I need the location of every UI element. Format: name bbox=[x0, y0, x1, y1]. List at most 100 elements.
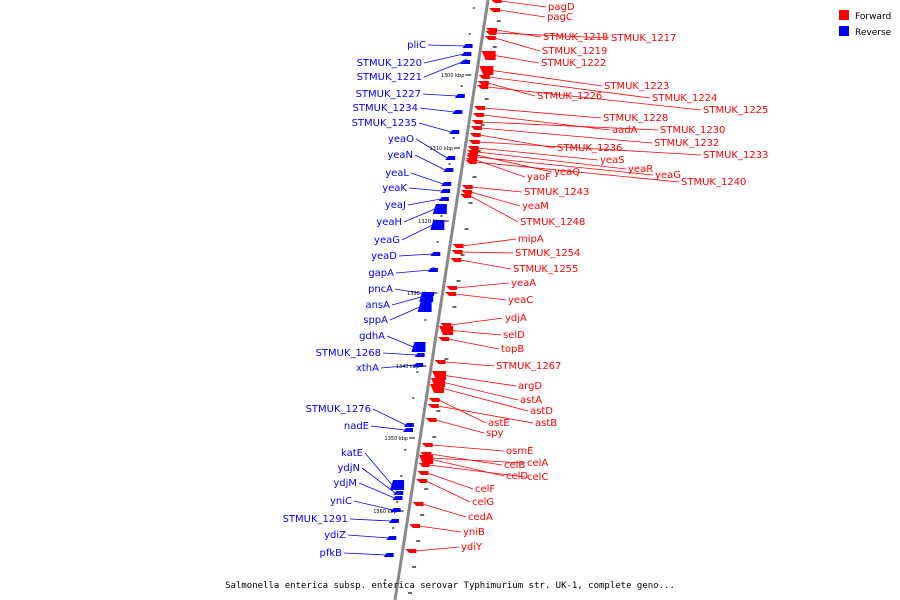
gene-label-stmuk_1222[interactable]: STMUK_1222 bbox=[541, 58, 606, 69]
gene-labels: pliC STMUK_1220 STMUK_1221 STMUK_1227 STMUK_… bbox=[283, 2, 769, 559]
reverse-gene-glyph bbox=[441, 182, 452, 186]
reverse-gene-glyph bbox=[413, 363, 424, 367]
leader-line bbox=[343, 552, 386, 556]
gene-label-ydjm[interactable]: ydjM bbox=[333, 478, 357, 489]
gene-label-stmuk_1218[interactable]: STMUK_1218 bbox=[543, 32, 608, 43]
gene-label-stmuk_1235[interactable]: STMUK_1235 bbox=[352, 118, 417, 129]
gene-label-aada[interactable]: aadA bbox=[612, 125, 638, 136]
gene-label-spy[interactable]: spy bbox=[486, 428, 504, 439]
gene-label-stmuk_1219[interactable]: STMUK_1219 bbox=[542, 46, 607, 57]
gene-label-stmuk_1230[interactable]: STMUK_1230 bbox=[660, 125, 725, 136]
gene-label-seld[interactable]: selD bbox=[503, 330, 525, 341]
gene-label-ceda[interactable]: cedA bbox=[468, 512, 493, 523]
gene-label-celg[interactable]: celG bbox=[472, 497, 494, 508]
gene-label-stmuk_1291[interactable]: STMUK_1291 bbox=[283, 514, 348, 525]
gene-label-yeac[interactable]: yeaC bbox=[508, 295, 533, 306]
gene-label-stmuk_1221[interactable]: STMUK_1221 bbox=[357, 72, 422, 83]
gene-label-pfkb[interactable]: pfkB bbox=[319, 548, 342, 559]
gene-label-astb[interactable]: astB bbox=[535, 418, 557, 429]
gene-label-stmuk_1224[interactable]: STMUK_1224 bbox=[652, 93, 717, 104]
gene-label-cela[interactable]: celA bbox=[527, 458, 548, 469]
gene-label-nade[interactable]: nadE bbox=[344, 421, 369, 432]
kbp-mark: 1320 kbp bbox=[418, 219, 442, 225]
gene-label-ynib[interactable]: yniB bbox=[463, 527, 485, 538]
gene-label-stmuk_1223[interactable]: STMUK_1223 bbox=[604, 81, 669, 92]
gene-label-gdha[interactable]: gdhA bbox=[359, 331, 385, 342]
gene-label-ynic[interactable]: yniC bbox=[330, 496, 352, 507]
gene-label-yeaq[interactable]: yeaQ bbox=[554, 167, 580, 178]
gene-label-yeak[interactable]: yeaK bbox=[382, 183, 407, 194]
gene-label-kate[interactable]: katE bbox=[341, 448, 363, 459]
gene-label-xtha[interactable]: xthA bbox=[356, 363, 379, 374]
gene-label-pnca[interactable]: pncA bbox=[368, 284, 393, 295]
gene-label-aste[interactable]: astE bbox=[488, 418, 510, 429]
gene-label-stmuk_1220[interactable]: STMUK_1220 bbox=[357, 58, 422, 69]
gene-label-celb[interactable]: celB bbox=[504, 460, 525, 471]
gene-label-celc[interactable]: celC bbox=[527, 472, 548, 483]
gene-label-stmuk_1234[interactable]: STMUK_1234 bbox=[353, 103, 418, 114]
reverse-gene-glyph bbox=[461, 52, 472, 56]
leader-line bbox=[470, 195, 519, 223]
leader-line bbox=[423, 53, 464, 64]
gene-label-stmuk_1225[interactable]: STMUK_1225 bbox=[703, 105, 768, 116]
gene-label-ansa[interactable]: ansA bbox=[365, 300, 390, 311]
gene-label-stmuk_1240[interactable]: STMUK_1240 bbox=[681, 177, 746, 188]
gene-label-yead[interactable]: yeaD bbox=[371, 251, 397, 262]
leader-line bbox=[389, 306, 420, 321]
gene-label-mipa[interactable]: mipA bbox=[518, 234, 544, 245]
kbp-mark: 1310 kbp bbox=[429, 146, 453, 152]
forward-gene-glyph bbox=[485, 31, 497, 35]
gene-label-pagd[interactable]: pagD bbox=[548, 2, 575, 13]
gene-label-yeaa[interactable]: yeaA bbox=[511, 278, 536, 289]
gene-label-celd[interactable]: celD bbox=[506, 471, 528, 482]
gene-label-stmuk_1268[interactable]: STMUK_1268 bbox=[316, 348, 381, 359]
gene-label-stmuk_1228[interactable]: STMUK_1228 bbox=[603, 113, 668, 124]
gene-label-year[interactable]: yeaR bbox=[628, 164, 653, 175]
gene-label-stmuk_1226[interactable]: STMUK_1226 bbox=[537, 91, 602, 102]
gene-label-yeag[interactable]: yeaG bbox=[374, 235, 400, 246]
leader-line bbox=[460, 259, 512, 270]
gene-label-stmuk_1255[interactable]: STMUK_1255 bbox=[513, 264, 578, 275]
gene-label-ydjn[interactable]: ydjN bbox=[337, 463, 360, 474]
leader-line bbox=[448, 338, 500, 350]
reverse-gene-glyph bbox=[414, 353, 425, 357]
gene-label-pagc[interactable]: pagC bbox=[547, 12, 573, 23]
gene-label-yeag[interactable]: yeaG bbox=[655, 170, 681, 181]
gene-label-yeah[interactable]: yeaH bbox=[376, 217, 402, 228]
gene-label-sppa[interactable]: sppA bbox=[363, 315, 388, 326]
gene-label-stmuk_1232[interactable]: STMUK_1232 bbox=[654, 138, 719, 149]
leader-line bbox=[407, 198, 441, 206]
leader-line bbox=[481, 121, 659, 131]
gene-label-yeal[interactable]: yeaL bbox=[385, 168, 409, 179]
gene-label-yeas[interactable]: yeaS bbox=[600, 155, 625, 166]
gene-label-yeaj[interactable]: yeaJ bbox=[385, 200, 406, 211]
gene-label-stmuk_1276[interactable]: STMUK_1276 bbox=[306, 404, 371, 415]
gene-label-topb[interactable]: topB bbox=[501, 344, 524, 355]
gene-label-osme[interactable]: osmE bbox=[506, 446, 533, 457]
gene-label-argd[interactable]: argD bbox=[518, 381, 542, 392]
forward-gene-glyph bbox=[484, 36, 496, 40]
gene-label-stmuk_1243[interactable]: STMUK_1243 bbox=[524, 187, 589, 198]
gene-label-yeam[interactable]: yeaM bbox=[522, 201, 549, 212]
gene-label-ydiz[interactable]: ydiZ bbox=[324, 530, 346, 541]
gene-label-stmuk_1248[interactable]: STMUK_1248 bbox=[520, 217, 585, 228]
leader-line bbox=[364, 452, 393, 486]
gene-label-stmuk_1254[interactable]: STMUK_1254 bbox=[515, 248, 580, 259]
gene-label-ydiy[interactable]: ydiY bbox=[461, 542, 483, 553]
gene-label-celf[interactable]: celF bbox=[475, 484, 495, 495]
gene-label-yaof[interactable]: yaoF bbox=[527, 172, 551, 183]
gene-label-yean[interactable]: yeaN bbox=[387, 150, 413, 161]
gene-label-plic[interactable]: pliC bbox=[407, 40, 426, 51]
gene-label-astd[interactable]: astD bbox=[530, 406, 553, 417]
gene-label-ydja[interactable]: ydjA bbox=[505, 313, 527, 324]
gene-label-stmuk_1217[interactable]: STMUK_1217 bbox=[611, 33, 676, 44]
gene-label-stmuk_1267[interactable]: STMUK_1267 bbox=[496, 361, 561, 372]
gene-label-stmuk_1233[interactable]: STMUK_1233 bbox=[703, 150, 768, 161]
reverse-gene-glyph bbox=[460, 60, 471, 64]
gene-label-asta[interactable]: astA bbox=[520, 395, 542, 406]
gene-label-stmuk_1236[interactable]: STMUK_1236 bbox=[557, 143, 622, 154]
gene-label-gapa[interactable]: gapA bbox=[368, 268, 394, 279]
gene-label-yeao[interactable]: yeaO bbox=[388, 134, 414, 145]
gene-label-stmuk_1227[interactable]: STMUK_1227 bbox=[356, 89, 421, 100]
forward-gene-glyph bbox=[452, 244, 464, 248]
